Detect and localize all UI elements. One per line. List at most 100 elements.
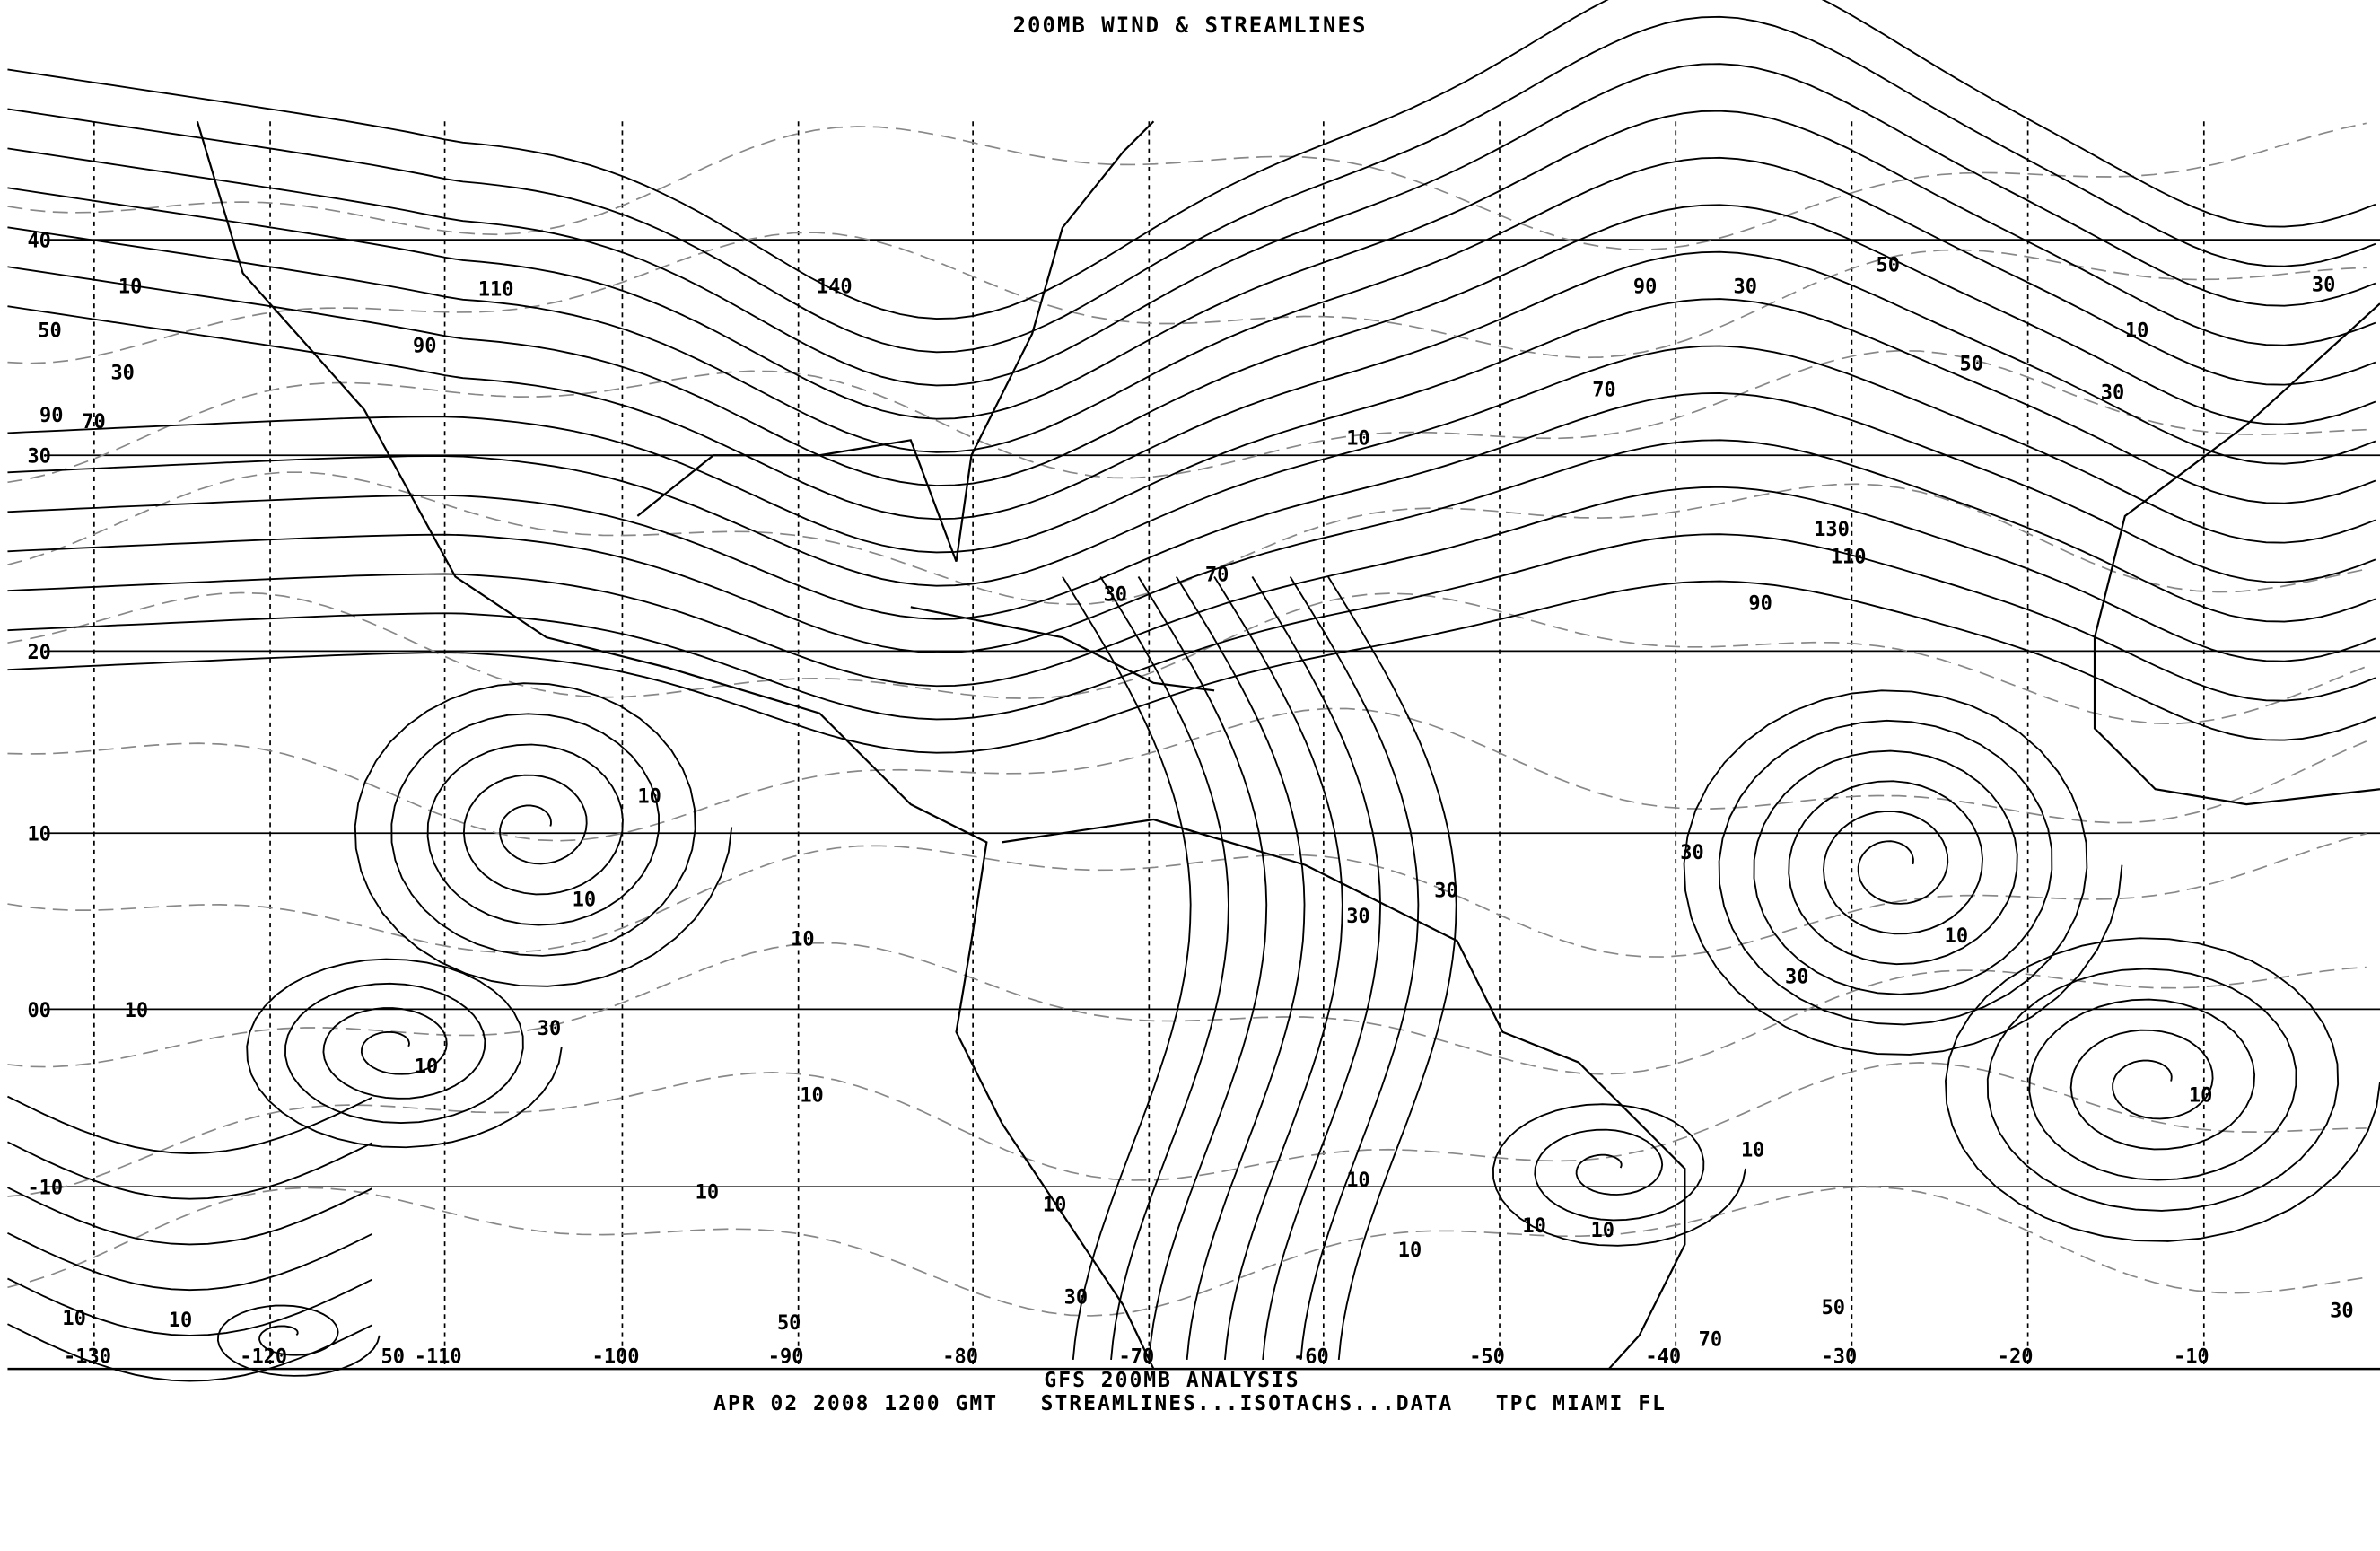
isotach-line (7, 707, 2367, 842)
coastlines (196, 120, 2380, 1370)
latitude-label: 20 (27, 642, 50, 664)
footer-info: APR 02 2008 1200 GMT STREAMLINES...ISOTA… (0, 1393, 2380, 1415)
isotach-lines (7, 122, 2367, 1317)
isotach-label: 10 (1741, 1139, 1764, 1161)
isotach-line (7, 1186, 2367, 1317)
isotach-label: 110 (478, 279, 514, 302)
longitude-label: -10 (2174, 1345, 2209, 1368)
streamline (1327, 576, 1457, 1361)
longitude-label: -60 (1293, 1345, 1329, 1368)
isotach-label: 10 (62, 1308, 85, 1330)
grid (45, 121, 2380, 1370)
isotach-label: 50 (1822, 1297, 1845, 1319)
isotach-label: 10 (169, 1310, 192, 1332)
isotach-label: 10 (118, 276, 142, 298)
isotach-label: 90 (413, 335, 436, 357)
isotach-label: 30 (538, 1018, 561, 1040)
footer-source: TPC MIAMI FL (1495, 1392, 1667, 1415)
isotach-label: 10 (1591, 1220, 1614, 1242)
latitude-label: 00 (27, 1000, 50, 1022)
longitude-label: -80 (942, 1345, 978, 1368)
coastline (636, 120, 1155, 562)
isotach-label: 90 (1748, 593, 1772, 616)
streamline (1099, 576, 1229, 1361)
isotach-label: 10 (125, 1000, 148, 1022)
isotach-label: 30 (1064, 1286, 1088, 1309)
map-title: 200MB WIND & STREAMLINES (1012, 13, 1368, 38)
isotach-label: 10 (2125, 320, 2148, 342)
coastline (910, 606, 1215, 692)
streamline (7, 439, 2376, 653)
isotach-line (7, 122, 2367, 251)
isotach-line (7, 349, 2367, 484)
streamline (7, 63, 2376, 387)
coastline (196, 120, 1155, 1370)
longitude-label: -40 (1645, 1345, 1681, 1368)
latitude-label: -10 (27, 1178, 63, 1200)
streamlines (7, 0, 2380, 1382)
streamline (7, 1323, 372, 1382)
streamline (7, 345, 2376, 587)
streamline (7, 486, 2376, 688)
streamline (7, 533, 2376, 721)
isotach-line (7, 1062, 2367, 1197)
labels: 40 30 20 10 00 -10 -130 -120 -110 -100 -90 -80 -70 -6… (27, 231, 2353, 1369)
streamline (7, 1095, 372, 1154)
streamline (246, 958, 563, 1149)
isotach-label: 30 (1733, 276, 1756, 298)
isotach-label: 140 (817, 276, 853, 298)
footer-products: STREAMLINES...ISOTACHS...DATA (1040, 1392, 1454, 1415)
longitude-label: -120 (240, 1345, 287, 1368)
streamline (7, 1231, 372, 1292)
isotach-label: 90 (1633, 276, 1657, 298)
streamline (7, 15, 2376, 354)
streamline (7, 580, 2376, 754)
isotach-label: 110 (1831, 546, 1867, 568)
isotach-label: 70 (1699, 1329, 1722, 1352)
longitude-label: -50 (1469, 1345, 1505, 1368)
streamline (7, 204, 2376, 486)
isotach-label: 30 (1104, 584, 1127, 607)
streamline (1683, 689, 2123, 1056)
streamline (1251, 576, 1382, 1361)
streamline (1289, 576, 1420, 1361)
streamline (1137, 576, 1268, 1361)
isotach-label: 30 (1785, 967, 1808, 989)
isotach-label: 30 (1680, 842, 1703, 864)
isotach-label: 10 (1346, 427, 1369, 450)
streamline (7, 1141, 372, 1200)
isotach-label: 70 (1592, 379, 1615, 401)
isotach-label: 10 (1522, 1215, 1545, 1238)
longitude-label: -100 (592, 1345, 640, 1368)
streamline (1945, 937, 2380, 1242)
isotach-label: 30 (2330, 1301, 2353, 1323)
isotach-label: 50 (38, 320, 61, 342)
isotach-label: 30 (2101, 382, 2124, 405)
latitude-label: 10 (27, 824, 50, 846)
streamline (7, 1187, 372, 1246)
isotach-label: 10 (2189, 1085, 2212, 1108)
streamline (7, 391, 2376, 620)
footer-analysis-title: GFS 200MB ANALYSIS (1044, 1369, 1300, 1392)
isotach-label: 50 (1960, 354, 1983, 376)
isotach-line (7, 942, 2367, 1075)
isotach-label: 10 (791, 928, 814, 951)
streamline (1175, 576, 1306, 1361)
streamline (1062, 576, 1192, 1361)
footer-date: APR 02 2008 1200 GMT (713, 1392, 999, 1415)
isotach-label: 10 (800, 1085, 823, 1108)
longitude-label: -90 (768, 1345, 804, 1368)
isotach-label: 10 (1043, 1194, 1066, 1216)
isotach-label: 30 (1434, 880, 1457, 902)
streamline (7, 156, 2376, 453)
latitude-label: 40 (27, 231, 50, 253)
isotach-label: 10 (415, 1056, 438, 1078)
isotach-label: 50 (1876, 255, 1899, 277)
streamline (7, 110, 2376, 420)
coastline (2093, 302, 2380, 806)
latitude-label: 30 (27, 446, 50, 469)
streamline (7, 298, 2376, 554)
longitude-label: -30 (1822, 1345, 1858, 1368)
streamline (7, 0, 2376, 320)
